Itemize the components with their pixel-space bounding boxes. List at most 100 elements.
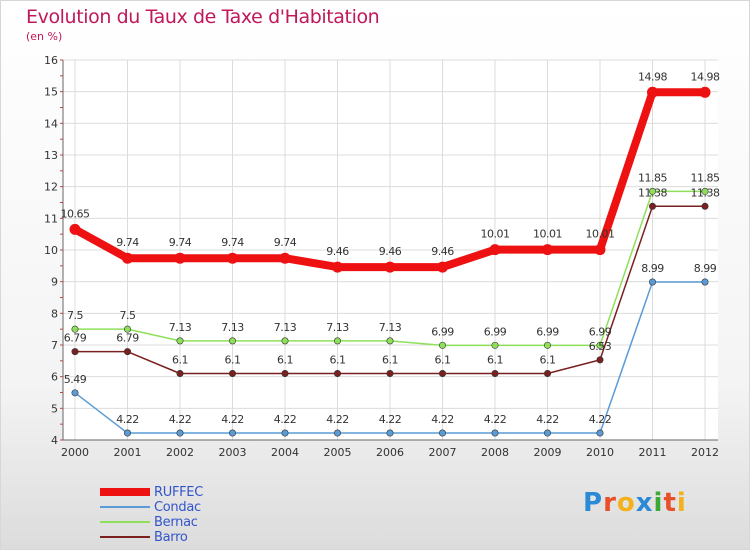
data-label-ruffec: 10.65 xyxy=(61,207,90,220)
data-label-ruffec: 14.98 xyxy=(691,70,720,83)
chart-title: Evolution du Taux de Taxe d'Habitation xyxy=(26,6,380,28)
data-label-bernac: 7.13 xyxy=(379,321,402,334)
data-label-condac: 4.22 xyxy=(536,413,559,426)
data-label-bernac: 7.13 xyxy=(326,321,349,334)
data-label-barro: 6.1 xyxy=(487,354,503,367)
logo-letter: t xyxy=(663,488,677,518)
data-label-bernac: 11.85 xyxy=(638,171,667,184)
data-point-bernac xyxy=(596,341,604,349)
data-label-condac: 4.22 xyxy=(484,413,507,426)
data-point-ruffec xyxy=(227,252,238,264)
data-label-barro: 11.38 xyxy=(691,186,720,199)
data-point-bernac xyxy=(543,341,551,349)
data-label-bernac: 6.99 xyxy=(589,325,612,338)
data-point-barro xyxy=(543,369,551,377)
data-label-barro: 6.1 xyxy=(435,354,451,367)
data-point-ruffec xyxy=(437,261,448,273)
legend-label: Bernac xyxy=(154,515,198,530)
data-label-ruffec: 10.01 xyxy=(533,228,562,241)
data-label-condac: 8.99 xyxy=(694,262,717,275)
data-label-barro: 6.1 xyxy=(277,354,293,367)
data-label-bernac: 7.13 xyxy=(221,321,244,334)
data-point-bernac xyxy=(491,341,499,349)
legend-swatch xyxy=(100,506,150,508)
data-point-ruffec xyxy=(384,261,396,273)
logo-letter: i xyxy=(676,488,687,518)
data-label-bernac: 7.5 xyxy=(67,309,83,322)
data-label-condac: 4.22 xyxy=(431,413,454,426)
data-label-barro: 6.1 xyxy=(225,354,241,367)
data-point-condac xyxy=(491,429,499,437)
data-point-condac xyxy=(701,278,709,286)
data-point-ruffec xyxy=(647,86,658,98)
data-label-barro: 6.79 xyxy=(116,332,139,345)
logo-letter: r xyxy=(603,488,617,518)
data-label-barro: 6.1 xyxy=(172,354,188,367)
chart-subtitle: (en %) xyxy=(26,30,63,43)
y-tick-label: 10 xyxy=(44,244,58,257)
data-point-condac xyxy=(229,429,237,437)
data-label-barro: 6.53 xyxy=(589,340,612,353)
y-tick-label: 13 xyxy=(44,149,58,162)
data-point-condac xyxy=(333,429,341,437)
logo-letter: P xyxy=(583,488,604,518)
x-tick-label: 2001 xyxy=(114,446,142,459)
data-label-ruffec: 9.74 xyxy=(274,236,297,249)
data-point-barro xyxy=(176,369,184,377)
y-tick-label: 6 xyxy=(51,371,58,384)
y-tick-label: 15 xyxy=(44,86,58,99)
x-tick-label: 2006 xyxy=(376,446,404,459)
y-tick-label: 7 xyxy=(51,339,58,352)
y-tick-label: 9 xyxy=(51,276,58,289)
x-tick-label: 2002 xyxy=(166,446,194,459)
data-point-bernac xyxy=(71,325,79,333)
data-point-bernac xyxy=(229,337,237,345)
legend-item-barro: Barro xyxy=(100,530,260,545)
data-point-barro xyxy=(229,369,237,377)
data-point-ruffec xyxy=(489,244,501,256)
y-tick-label: 14 xyxy=(44,117,58,130)
logo-letter: i xyxy=(653,488,664,518)
data-point-ruffec xyxy=(699,86,711,98)
legend-label: Barro xyxy=(154,530,188,545)
data-label-bernac: 7.13 xyxy=(169,321,192,334)
x-tick-label: 2007 xyxy=(429,446,457,459)
data-point-ruffec xyxy=(122,252,133,264)
data-label-condac: 4.22 xyxy=(274,413,297,426)
data-point-barro xyxy=(701,202,709,210)
data-point-barro xyxy=(648,202,656,210)
data-point-condac xyxy=(386,429,394,437)
data-point-condac xyxy=(543,429,551,437)
y-tick-label: 5 xyxy=(51,402,58,415)
data-point-condac xyxy=(71,389,79,397)
data-label-condac: 4.22 xyxy=(169,413,192,426)
data-point-ruffec xyxy=(594,244,606,256)
y-tick-label: 4 xyxy=(51,434,58,447)
y-tick-label: 16 xyxy=(44,54,58,67)
data-point-barro xyxy=(386,369,394,377)
y-tick-label: 8 xyxy=(51,307,58,320)
data-label-ruffec: 9.46 xyxy=(326,245,349,258)
data-point-bernac xyxy=(333,337,341,345)
data-point-bernac xyxy=(438,341,446,349)
x-tick-label: 2009 xyxy=(534,446,562,459)
data-label-ruffec: 9.74 xyxy=(116,236,139,249)
legend-swatch xyxy=(100,521,150,523)
data-point-condac xyxy=(648,278,656,286)
data-point-bernac xyxy=(648,187,656,195)
data-point-condac xyxy=(176,429,184,437)
logo-letter: o xyxy=(616,488,636,518)
legend-item-ruffec: RUFFEC xyxy=(100,485,260,500)
data-label-condac: 8.99 xyxy=(641,262,664,275)
x-tick-label: 2008 xyxy=(481,446,509,459)
legend-item-bernac: Bernac xyxy=(100,515,260,530)
data-point-condac xyxy=(438,429,446,437)
data-label-barro: 11.38 xyxy=(638,186,667,199)
data-point-bernac xyxy=(701,187,709,195)
chart-legend: RUFFEC Condac Bernac Barro xyxy=(100,485,260,545)
data-label-bernac: 11.85 xyxy=(691,171,720,184)
data-point-condac xyxy=(596,429,604,437)
data-label-condac: 5.49 xyxy=(64,373,87,386)
data-point-ruffec xyxy=(279,252,291,264)
data-label-barro: 6.1 xyxy=(330,354,346,367)
